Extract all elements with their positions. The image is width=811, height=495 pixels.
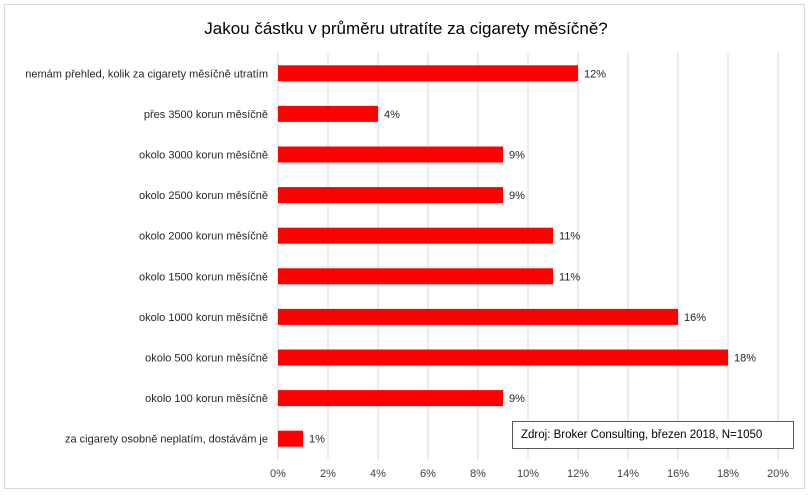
- data-label: 12%: [584, 68, 606, 80]
- x-tick-label: 0%: [270, 468, 286, 480]
- x-tick-label: 16%: [667, 468, 689, 480]
- x-tick-label: 12%: [567, 468, 589, 480]
- chart-title: Jakou částku v průměru utratíte za cigar…: [204, 19, 607, 38]
- category-label: okolo 2000 korun měsíčně: [139, 231, 268, 243]
- category-label: okolo 100 korun měsíčně: [145, 393, 268, 405]
- bar: [278, 187, 503, 204]
- x-tick-label: 14%: [617, 468, 639, 480]
- data-label: 1%: [309, 434, 325, 446]
- x-tick-label: 2%: [320, 468, 336, 480]
- data-label: 4%: [384, 109, 400, 121]
- bar: [278, 349, 728, 366]
- bar: [278, 65, 578, 82]
- x-tick-label: 10%: [517, 468, 539, 480]
- data-label: 16%: [684, 312, 706, 324]
- x-tick-label: 8%: [470, 468, 486, 480]
- category-label: nemám přehled, kolik za cigarety měsíčně…: [25, 68, 268, 80]
- bar: [278, 268, 553, 285]
- data-label: 9%: [509, 393, 525, 405]
- bar: [278, 227, 553, 244]
- bar: [278, 390, 503, 407]
- x-tick-label: 20%: [767, 468, 789, 480]
- bar: [278, 308, 678, 325]
- data-label: 9%: [509, 190, 525, 202]
- chart-frame: [4, 4, 805, 489]
- category-label: okolo 3000 korun měsíčně: [139, 150, 268, 162]
- category-label: přes 3500 korun měsíčně: [144, 109, 268, 121]
- category-label: okolo 1500 korun měsíčně: [139, 271, 268, 283]
- x-tick-label: 18%: [717, 468, 739, 480]
- category-labels: nemám přehled, kolik za cigarety měsíčně…: [25, 68, 268, 445]
- category-label: okolo 2500 korun měsíčně: [139, 190, 268, 202]
- bars: [278, 65, 728, 447]
- bar: [278, 430, 303, 447]
- bar: [278, 146, 503, 163]
- category-label: okolo 500 korun měsíčně: [145, 353, 268, 365]
- data-label: 11%: [559, 231, 580, 243]
- bar: [278, 105, 378, 122]
- data-label: 11%: [559, 271, 580, 283]
- x-tick-label: 6%: [420, 468, 436, 480]
- data-label: 9%: [509, 150, 525, 162]
- category-label: za cigarety osobně neplatím, dostávám je: [65, 434, 268, 446]
- category-label: okolo 1000 korun měsíčně: [139, 312, 268, 324]
- x-tick-label: 4%: [370, 468, 386, 480]
- data-label: 18%: [734, 353, 756, 365]
- x-axis-tick-labels: 0% 2% 4% 6% 8% 10% 12% 14% 16% 18% 20%: [270, 468, 789, 480]
- data-labels: 12% 4% 9% 9% 11% 11% 16% 18% 9% 1%: [309, 68, 756, 445]
- source-annotation: Zdroj: Broker Consulting, březen 2018, N…: [512, 421, 794, 449]
